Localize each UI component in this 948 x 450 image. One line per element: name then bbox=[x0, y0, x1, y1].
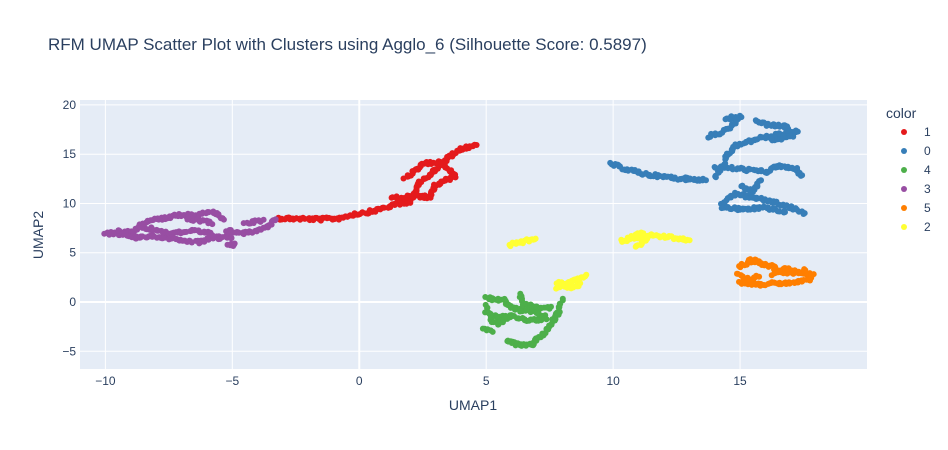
series-1 bbox=[275, 141, 480, 224]
point bbox=[644, 235, 651, 242]
point bbox=[768, 136, 775, 143]
x-tick-label: 0 bbox=[356, 374, 363, 388]
point bbox=[228, 234, 235, 241]
point bbox=[548, 303, 554, 310]
chart-title: RFM UMAP Scatter Plot with Clusters usin… bbox=[48, 35, 647, 54]
legend-marker bbox=[901, 186, 907, 192]
legend-marker bbox=[901, 205, 907, 211]
legend-item-5[interactable]: 5 bbox=[901, 201, 931, 215]
legend-marker bbox=[901, 129, 907, 135]
x-tick-label: −5 bbox=[225, 374, 239, 388]
y-axis-label: UMAP2 bbox=[30, 211, 46, 259]
legend-label: 3 bbox=[924, 182, 931, 196]
x-tick-label: 10 bbox=[606, 374, 620, 388]
legend-item-3[interactable]: 3 bbox=[901, 182, 931, 196]
series-5 bbox=[734, 256, 817, 289]
x-tick-label: 5 bbox=[483, 374, 490, 388]
series-3 bbox=[101, 208, 279, 249]
point bbox=[543, 316, 550, 323]
point bbox=[272, 217, 279, 224]
legend-label: 2 bbox=[924, 220, 931, 234]
point bbox=[802, 267, 809, 274]
legend-label: 5 bbox=[924, 201, 931, 215]
scatter-points bbox=[101, 112, 817, 349]
point bbox=[722, 116, 729, 123]
y-tick-label: −5 bbox=[62, 344, 76, 358]
point bbox=[231, 240, 238, 247]
y-tick-label: 5 bbox=[69, 246, 76, 260]
point bbox=[758, 177, 764, 184]
point bbox=[220, 216, 227, 223]
point bbox=[400, 175, 407, 182]
legend-marker bbox=[901, 148, 907, 154]
legend[interactable]: color 1 0 4 3 5 2 bbox=[886, 105, 931, 234]
point bbox=[209, 221, 216, 228]
legend-label: 4 bbox=[924, 163, 931, 177]
series-2 bbox=[506, 229, 693, 292]
x-axis-label: UMAP1 bbox=[449, 397, 497, 413]
x-tick-label: 15 bbox=[733, 374, 747, 388]
legend-item-4[interactable]: 4 bbox=[901, 163, 931, 177]
point bbox=[809, 272, 816, 278]
point bbox=[756, 260, 763, 267]
y-tick-label: 0 bbox=[69, 295, 76, 309]
point bbox=[260, 216, 267, 223]
point bbox=[473, 142, 480, 148]
legend-label: 0 bbox=[924, 144, 931, 158]
point bbox=[583, 271, 590, 278]
point bbox=[507, 314, 514, 321]
point bbox=[515, 315, 522, 322]
y-tick-label: 20 bbox=[63, 98, 77, 112]
point bbox=[569, 283, 576, 290]
y-tick-label: 15 bbox=[63, 147, 77, 161]
point bbox=[703, 177, 709, 184]
point bbox=[756, 273, 763, 280]
point bbox=[686, 237, 693, 244]
point bbox=[794, 128, 801, 135]
legend-marker bbox=[901, 224, 907, 230]
axis-ticks: −10 −5 0 5 10 15 −5 0 5 10 15 20 bbox=[62, 98, 747, 388]
y-tick-label: 10 bbox=[63, 196, 77, 210]
x-tick-label: −10 bbox=[95, 374, 116, 388]
legend-label: 1 bbox=[924, 125, 931, 139]
point bbox=[532, 235, 539, 242]
legend-title: color bbox=[886, 105, 917, 121]
point bbox=[782, 209, 788, 216]
legend-item-0[interactable]: 0 bbox=[901, 144, 931, 158]
point bbox=[489, 328, 496, 335]
grid-lines bbox=[80, 100, 867, 369]
series-4 bbox=[479, 290, 566, 349]
point bbox=[801, 210, 808, 217]
point bbox=[381, 204, 388, 211]
point bbox=[799, 172, 806, 179]
series-0 bbox=[607, 112, 808, 217]
legend-marker bbox=[901, 167, 907, 173]
point bbox=[577, 280, 584, 287]
legend-item-1[interactable]: 1 bbox=[901, 125, 931, 139]
legend-item-2[interactable]: 2 bbox=[901, 220, 931, 234]
point bbox=[640, 230, 647, 237]
point bbox=[559, 295, 566, 302]
